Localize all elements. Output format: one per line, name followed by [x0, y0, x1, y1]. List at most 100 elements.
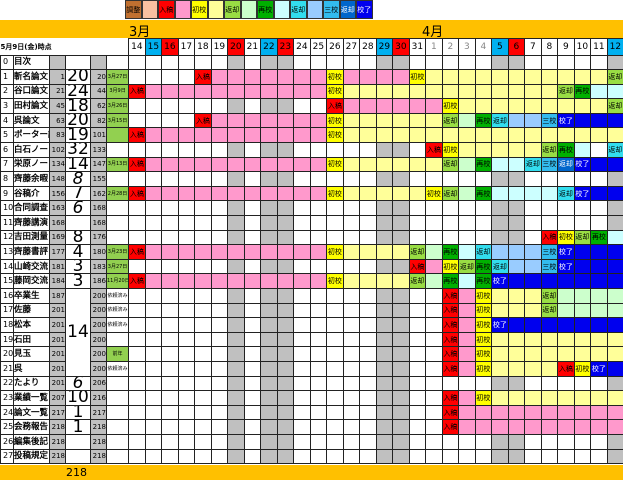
schedule-cell[interactable]: [606, 448, 623, 465]
schedule-cell[interactable]: [408, 419, 427, 435]
schedule-cell[interactable]: [210, 69, 229, 85]
schedule-cell[interactable]: [524, 317, 542, 333]
schedule-cell[interactable]: [161, 171, 179, 187]
schedule-cell[interactable]: [540, 404, 559, 421]
schedule-cell[interactable]: [507, 127, 526, 144]
schedule-cell[interactable]: [342, 244, 361, 260]
schedule-cell[interactable]: 校了: [491, 273, 509, 289]
schedule-cell[interactable]: [260, 229, 278, 246]
schedule-cell[interactable]: 入稿: [441, 419, 460, 435]
schedule-cell[interactable]: [524, 390, 542, 406]
schedule-cell[interactable]: [144, 331, 163, 348]
schedule-cell[interactable]: [474, 69, 493, 85]
schedule-cell[interactable]: [194, 200, 212, 217]
schedule-cell[interactable]: [293, 317, 311, 333]
schedule-cell[interactable]: [606, 112, 623, 129]
schedule-cell[interactable]: [392, 288, 410, 304]
schedule-cell[interactable]: [260, 317, 278, 333]
schedule-cell[interactable]: [573, 171, 592, 187]
schedule-cell[interactable]: [260, 419, 278, 435]
schedule-cell[interactable]: [342, 127, 361, 144]
schedule-cell[interactable]: [441, 433, 460, 450]
schedule-cell[interactable]: [491, 331, 509, 348]
schedule-cell[interactable]: [161, 54, 179, 71]
table-row[interactable]: 6白石ノート10232133入稿初校返却再校返却: [0, 142, 623, 158]
schedule-cell[interactable]: [507, 171, 526, 187]
schedule-cell[interactable]: 入稿: [441, 331, 460, 348]
schedule-cell[interactable]: [293, 69, 311, 85]
schedule-cell[interactable]: [210, 215, 229, 231]
schedule-cell[interactable]: [590, 346, 608, 362]
schedule-cell[interactable]: [276, 142, 295, 158]
schedule-cell[interactable]: [144, 244, 163, 260]
schedule-cell[interactable]: [408, 331, 427, 348]
schedule-cell[interactable]: [177, 288, 196, 304]
schedule-cell[interactable]: [227, 244, 245, 260]
schedule-cell[interactable]: 入稿: [425, 142, 443, 158]
schedule-cell[interactable]: 初校: [441, 98, 460, 114]
schedule-cell[interactable]: [161, 142, 179, 158]
schedule-cell[interactable]: [557, 331, 575, 348]
schedule-cell[interactable]: [458, 142, 476, 158]
schedule-cell[interactable]: [309, 302, 328, 319]
table-row[interactable]: 15 藤岡交流 184 3 186 11月20日 入稿 初校 返却 再校 再校 校了: [0, 273, 623, 289]
schedule-cell[interactable]: [375, 448, 394, 465]
schedule-cell[interactable]: [342, 360, 361, 377]
schedule-cell[interactable]: [243, 244, 262, 260]
schedule-cell[interactable]: [441, 448, 460, 465]
schedule-cell[interactable]: [227, 375, 245, 392]
schedule-cell[interactable]: [227, 448, 245, 465]
schedule-cell[interactable]: 再校: [441, 244, 460, 260]
schedule-cell[interactable]: [375, 69, 394, 85]
schedule-cell[interactable]: [408, 288, 427, 304]
schedule-cell[interactable]: [260, 112, 278, 129]
schedule-cell[interactable]: [606, 156, 623, 173]
schedule-cell[interactable]: [491, 200, 509, 217]
schedule-cell[interactable]: [293, 258, 311, 275]
schedule-cell[interactable]: [540, 448, 559, 465]
schedule-cell[interactable]: [540, 360, 559, 377]
schedule-cell[interactable]: [425, 317, 443, 333]
schedule-cell[interactable]: [359, 448, 377, 465]
schedule-cell[interactable]: [474, 200, 493, 217]
schedule-cell[interactable]: [491, 83, 509, 100]
schedule-cell[interactable]: [326, 302, 344, 319]
schedule-cell[interactable]: [590, 375, 608, 392]
schedule-cell[interactable]: [590, 112, 608, 129]
schedule-cell[interactable]: [606, 404, 623, 421]
schedule-cell[interactable]: [474, 448, 493, 465]
schedule-cell[interactable]: [128, 54, 146, 71]
schedule-cell[interactable]: [540, 98, 559, 114]
schedule-cell[interactable]: [260, 390, 278, 406]
schedule-cell[interactable]: [309, 156, 328, 173]
schedule-cell[interactable]: [243, 375, 262, 392]
schedule-cell[interactable]: [276, 112, 295, 129]
schedule-cell[interactable]: [194, 404, 212, 421]
schedule-cell[interactable]: [392, 54, 410, 71]
schedule-cell[interactable]: [540, 215, 559, 231]
schedule-cell[interactable]: 初校: [573, 360, 592, 377]
schedule-cell[interactable]: [293, 331, 311, 348]
schedule-cell[interactable]: [491, 244, 509, 260]
table-row[interactable]: 1 斬名論文 1 20 20 3月27日 入稿 初校 初校 返却: [0, 69, 623, 85]
schedule-cell[interactable]: [359, 112, 377, 129]
schedule-cell[interactable]: [359, 331, 377, 348]
schedule-cell[interactable]: [243, 433, 262, 450]
schedule-cell[interactable]: [425, 215, 443, 231]
schedule-cell[interactable]: [128, 346, 146, 362]
schedule-cell[interactable]: [260, 127, 278, 144]
schedule-cell[interactable]: [524, 83, 542, 100]
schedule-cell[interactable]: [359, 258, 377, 275]
schedule-cell[interactable]: [161, 83, 179, 100]
schedule-cell[interactable]: [210, 54, 229, 71]
schedule-cell[interactable]: [507, 98, 526, 114]
schedule-cell[interactable]: [194, 54, 212, 71]
table-row[interactable]: 4 呉論文 63 20 82 3月15日 入稿 初校 返却 再校 返却 三校 校了: [0, 112, 623, 129]
schedule-cell[interactable]: [606, 317, 623, 333]
schedule-cell[interactable]: [507, 244, 526, 260]
schedule-cell[interactable]: 三校: [540, 156, 559, 173]
schedule-cell[interactable]: [309, 200, 328, 217]
schedule-cell[interactable]: [210, 448, 229, 465]
schedule-cell[interactable]: [177, 229, 196, 246]
schedule-cell[interactable]: [573, 142, 592, 158]
